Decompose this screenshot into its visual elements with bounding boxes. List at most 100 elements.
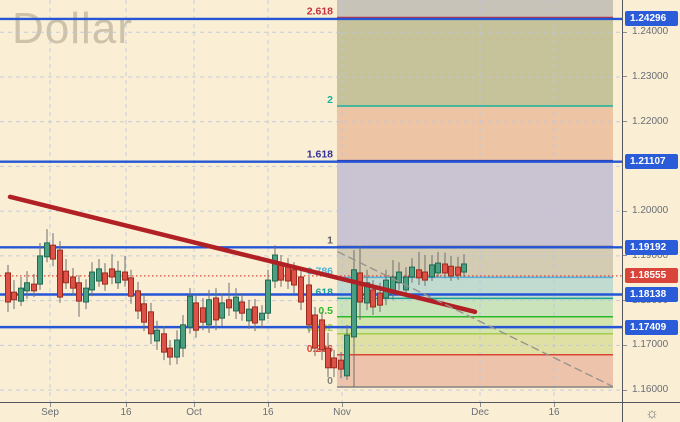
candle-down [325, 347, 331, 369]
time-axis-tick [126, 403, 127, 407]
price-axis-label: 1.24000 [632, 26, 669, 38]
level-price-badge: 1.18138 [625, 286, 678, 302]
candle-up [83, 287, 89, 303]
candle-up [351, 269, 357, 338]
candle-up [44, 242, 50, 258]
level-price-badge: 1.19192 [625, 239, 678, 255]
symbol-watermark: Dollar [12, 4, 133, 53]
candle-up [174, 339, 180, 358]
time-axis[interactable]: Sep 16 Oct 16 Nov Dec 16 [0, 402, 622, 422]
candle-down [357, 272, 363, 303]
candle-down [63, 270, 69, 284]
candle-down [167, 347, 173, 358]
price-axis-label: 1.16000 [632, 384, 669, 396]
price-axis-label: 1.20000 [632, 205, 669, 217]
gray-dashed-projection-line[interactable] [337, 251, 613, 387]
price-axis-tick [623, 344, 627, 346]
candle-down [285, 265, 291, 282]
candle-down [122, 271, 128, 281]
fib-band [337, 0, 613, 18]
time-axis-tick [480, 403, 481, 407]
candle-up [206, 299, 212, 326]
candle-down [135, 290, 141, 312]
price-axis-label: 1.22000 [632, 115, 669, 127]
fib-band [337, 333, 613, 355]
candle-up [265, 279, 271, 314]
price-axis[interactable]: 1.240001.230001.220001.200001.190001.180… [622, 0, 680, 402]
fib-band [337, 106, 613, 161]
time-axis-label: Sep [41, 407, 59, 418]
settings-gear-icon[interactable]: ☼ [645, 404, 659, 422]
fib-level-label: 1 [327, 235, 333, 247]
candle-up [96, 268, 102, 282]
candle-down [306, 284, 312, 326]
candle-down [148, 311, 154, 335]
price-axis-tick [623, 255, 627, 257]
fib-level-label: 0.5 [318, 305, 333, 317]
candle-up [154, 329, 160, 342]
candle-down [109, 268, 115, 278]
candle-up [435, 262, 441, 274]
time-axis-label: Oct [186, 407, 202, 418]
time-axis-label: Nov [333, 407, 351, 418]
price-axis-label: 1.23000 [632, 70, 669, 82]
candle-down [298, 276, 304, 303]
price-axis-label: 1.19000 [632, 249, 669, 261]
candle-down [200, 307, 206, 323]
fib-band [337, 160, 613, 247]
candle-down [455, 266, 461, 276]
candle-up [187, 295, 193, 328]
candle-down [377, 292, 383, 306]
price-axis-tick [623, 76, 627, 78]
candle-up [37, 255, 43, 285]
candle-up [219, 302, 225, 319]
price-axis-tick [623, 121, 627, 123]
candle-up [89, 271, 95, 291]
candle-up [115, 270, 121, 284]
level-price-badge: 1.17409 [625, 319, 678, 335]
candle-down [442, 263, 448, 274]
fib-level-label: 2 [327, 94, 333, 106]
time-axis-tick [50, 403, 51, 407]
time-axis-label: Dec [471, 407, 489, 418]
candle-up [246, 308, 252, 322]
fib-band [337, 316, 613, 334]
candle-down [213, 297, 219, 321]
candle-up [259, 312, 265, 321]
candle-down [370, 289, 376, 308]
candle-up [364, 282, 370, 304]
red-downtrend-line[interactable] [7, 194, 478, 315]
candle-down [448, 265, 454, 277]
candle-up [180, 324, 186, 349]
time-axis-tick [194, 403, 195, 407]
fib-band [337, 246, 613, 278]
candle-down [422, 271, 428, 281]
fib-band [337, 354, 613, 388]
candle-down [50, 244, 56, 260]
axis-corner: ☼ [622, 402, 680, 422]
candle-up [272, 254, 278, 282]
price-axis-tick [623, 389, 627, 391]
candle-down [11, 291, 17, 301]
price-axis-label: 1.17000 [632, 339, 669, 351]
candle-up [403, 276, 409, 291]
candle-down [57, 249, 63, 298]
candle-up [396, 271, 402, 284]
candle-up [409, 266, 415, 278]
candle-down [76, 282, 82, 302]
candle-up [24, 282, 30, 292]
time-axis-tick [268, 403, 269, 407]
candle-up [233, 296, 239, 312]
candle-down [252, 306, 258, 324]
fib-band [337, 298, 613, 317]
candle-up [461, 263, 467, 273]
candle-down [161, 333, 167, 353]
time-axis-tick [342, 403, 343, 407]
fib-band [337, 17, 613, 107]
fib-level-label: 0 [327, 375, 333, 387]
level-price-badge: 1.21107 [625, 154, 678, 170]
price-axis-tick [623, 210, 627, 212]
time-axis-label: 16 [548, 407, 560, 418]
